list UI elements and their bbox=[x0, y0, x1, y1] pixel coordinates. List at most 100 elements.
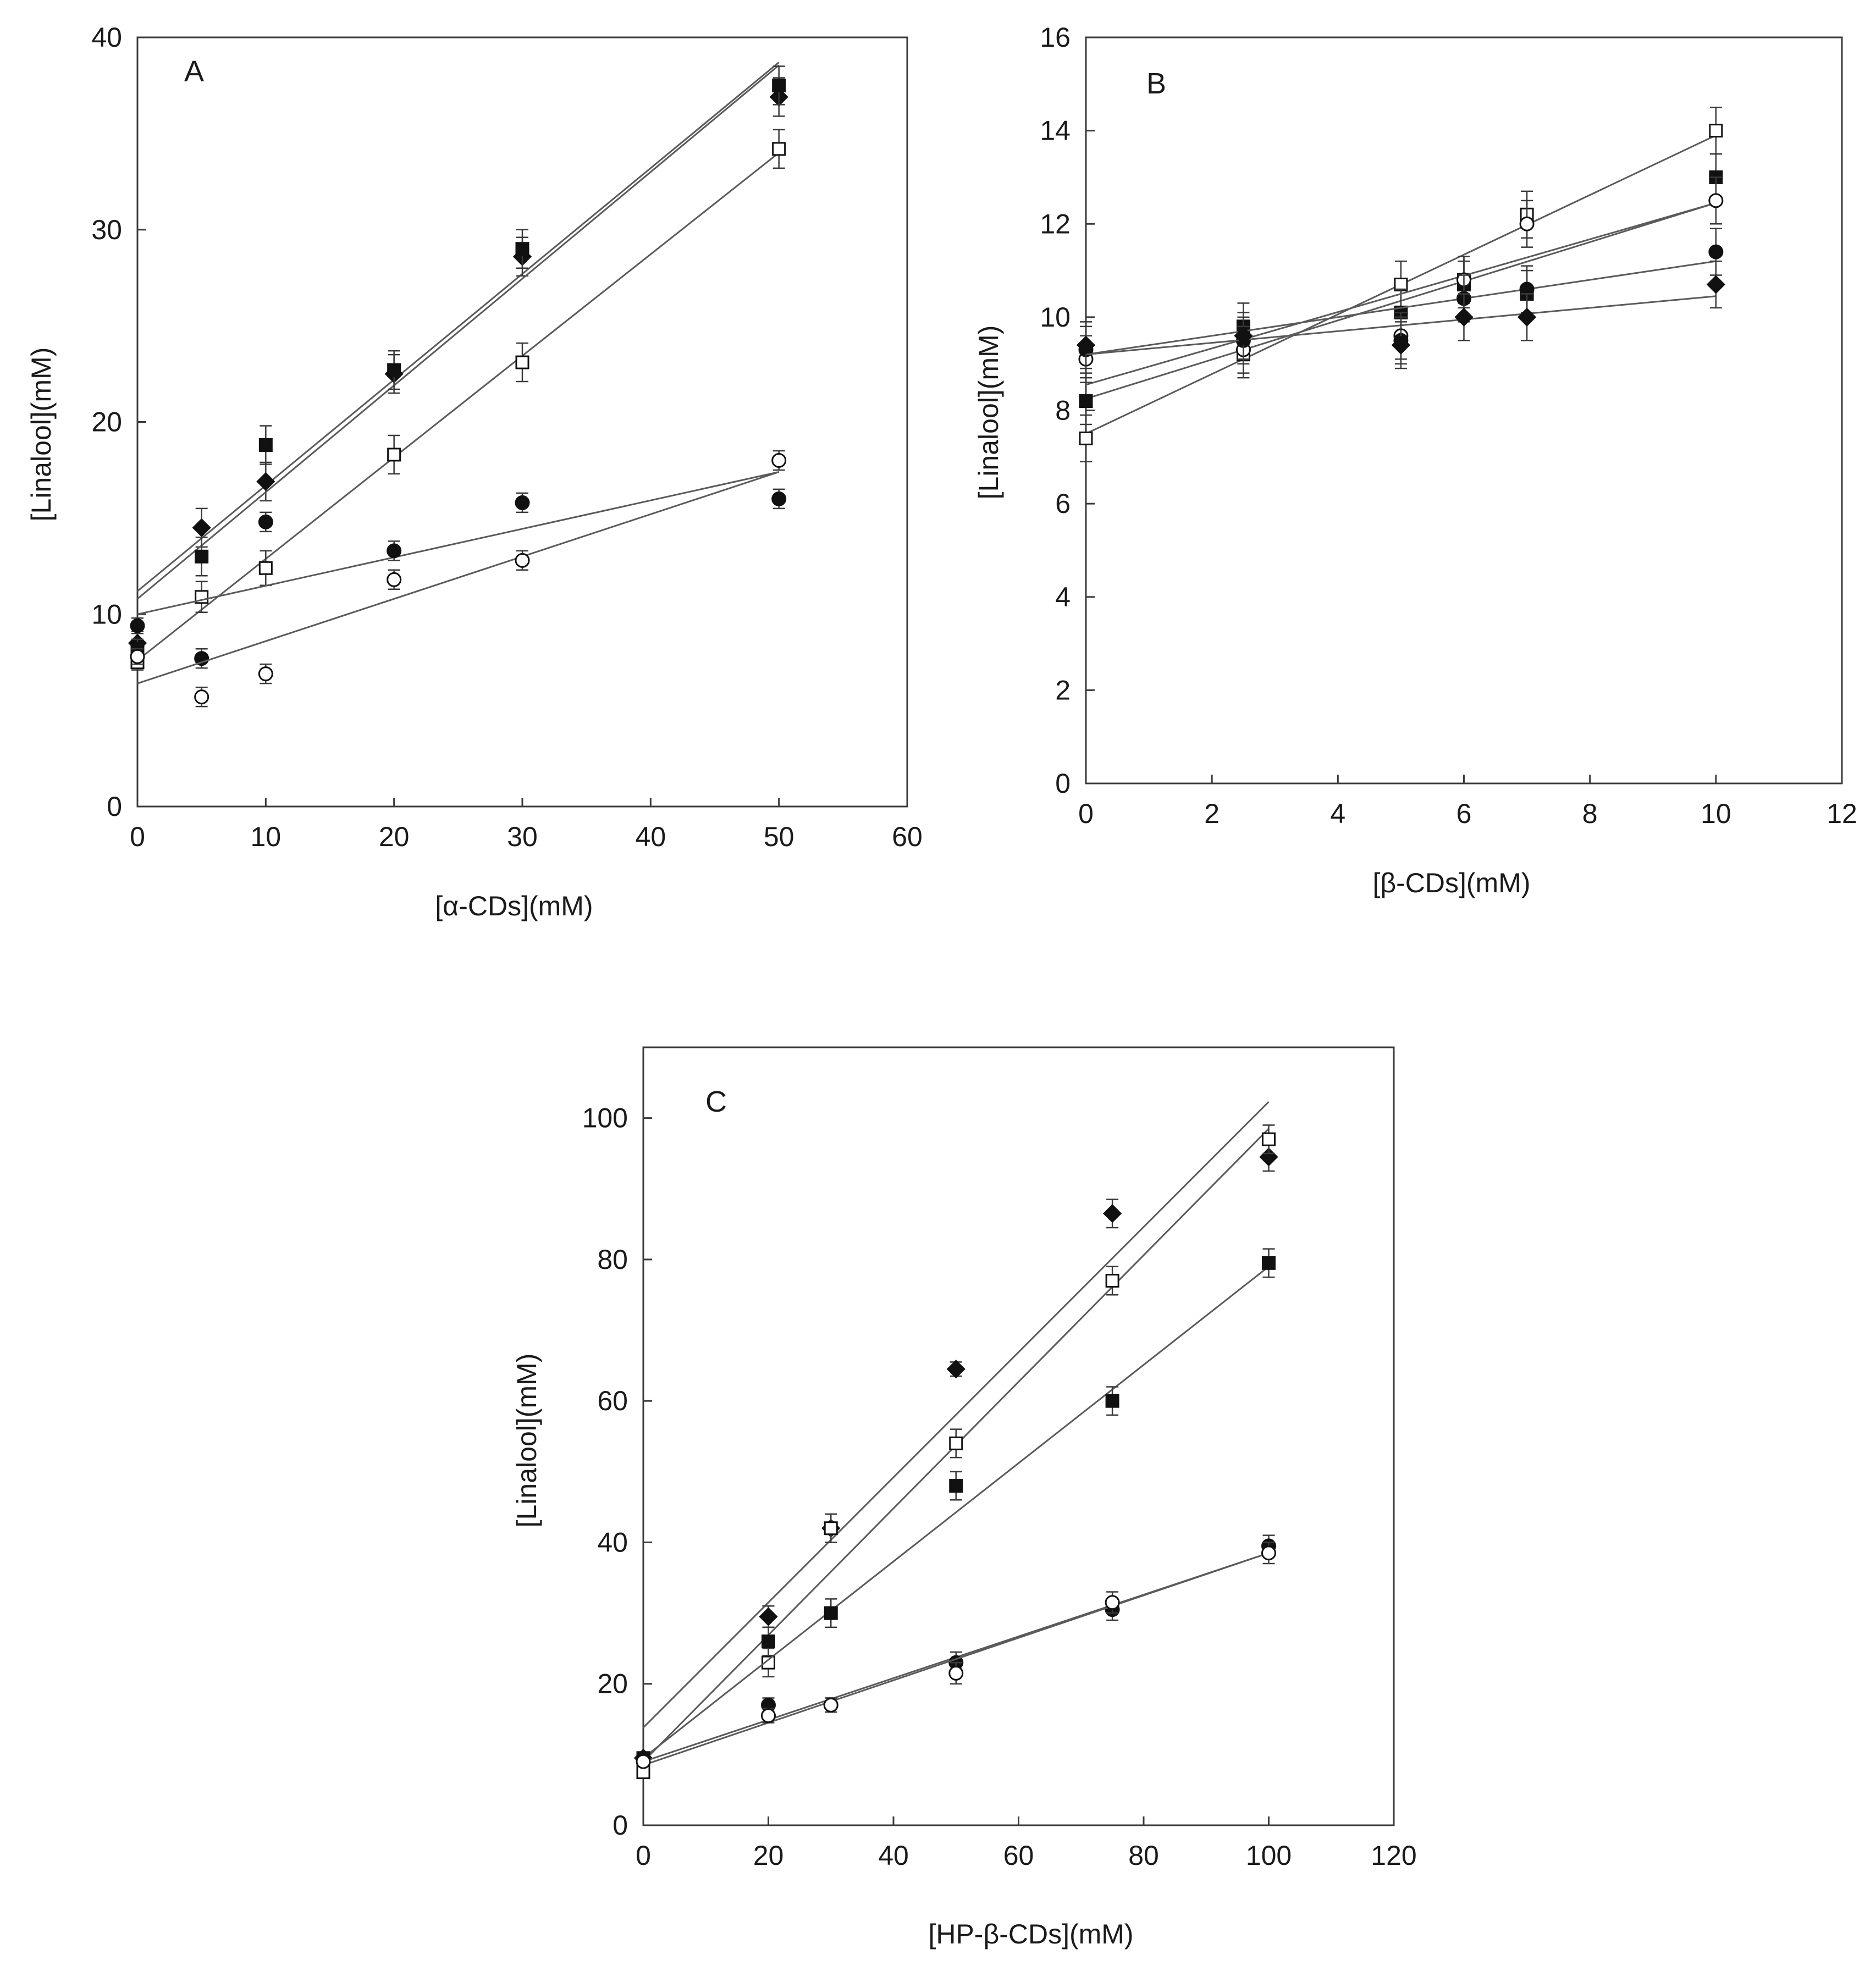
panel-c-y-axis-title: [Linalool](mM) bbox=[511, 1354, 542, 1528]
panel-c-series-open-square bbox=[636, 1124, 1276, 1780]
panel-c-fit-line-filled-square bbox=[643, 1266, 1270, 1759]
panel-c-data-point-filled-diamond bbox=[946, 1360, 965, 1379]
panel-a-data-point-open-square bbox=[387, 448, 401, 462]
panel-a-y-axis-title: [Linalool](mM) bbox=[26, 347, 57, 522]
panel-a-data-point-open-square bbox=[772, 142, 786, 156]
panel-a-data-point-filled-circle bbox=[258, 514, 273, 529]
panel-a-data-point-open-circle bbox=[771, 452, 787, 468]
panel-c-y-tick-label: 60 bbox=[597, 1385, 628, 1416]
panel-b-y-tick-label: 8 bbox=[1055, 395, 1071, 426]
panel-b-fit-line-open-circle bbox=[1085, 202, 1717, 386]
panel-c-fit-line-filled-diamond bbox=[642, 1101, 1270, 1728]
panel-c-y-tick-label: 100 bbox=[582, 1103, 628, 1134]
panel-b-data-point-filled-circle bbox=[1708, 244, 1724, 259]
chart-panel-b: B [β-CDs](mM) [Linalool](mM) 0 2 4 6 8 10 12 0 2… bbox=[973, 22, 1857, 898]
panel-c-x-axis-title: [HP-β-CDs](mM) bbox=[928, 1919, 1133, 1950]
panel-c-data-point-open-square bbox=[1262, 1132, 1276, 1146]
panel-c-data-point-open-circle bbox=[1105, 1595, 1120, 1610]
panel-a-data-point-filled-circle bbox=[387, 543, 402, 559]
panel-a-x-tick-label: 20 bbox=[379, 821, 410, 852]
panel-c-data-point-filled-diamond bbox=[1103, 1204, 1122, 1223]
panel-c-x-tick-label: 120 bbox=[1371, 1840, 1416, 1871]
panel-a-x-tick-label: 60 bbox=[892, 821, 923, 852]
panel-a-series-open-circle bbox=[130, 450, 787, 708]
panel-b-data-point-open-square bbox=[1709, 124, 1723, 138]
panel-a-data-point-filled-diamond bbox=[192, 518, 211, 537]
panel-a-data-point-open-square bbox=[258, 561, 273, 575]
panel-b-y-tick-label: 16 bbox=[1040, 22, 1071, 53]
panel-a-data-point-open-circle bbox=[130, 649, 145, 664]
panel-c-data-point-filled-diamond bbox=[759, 1607, 778, 1626]
panel-b-x-tick-label: 2 bbox=[1204, 798, 1220, 829]
panel-b-x-tick-label: 6 bbox=[1456, 798, 1472, 829]
panel-b-y-tick-label: 0 bbox=[1055, 768, 1071, 799]
panel-c-y-tick-label: 0 bbox=[613, 1810, 628, 1841]
panel-a-y-tick-label: 20 bbox=[91, 407, 122, 438]
panel-b-x-axis-title: [β-CDs](mM) bbox=[1372, 868, 1530, 898]
panel-a-data-point-filled-square bbox=[515, 242, 529, 256]
panel-c-x-tick-label: 80 bbox=[1128, 1840, 1159, 1871]
panel-c-x-tick-label: 100 bbox=[1246, 1840, 1292, 1871]
panel-a-data-point-filled-square bbox=[258, 438, 273, 452]
panel-a-data-point-filled-circle bbox=[771, 491, 787, 506]
panel-a-data-point-filled-diamond bbox=[256, 472, 275, 492]
panel-a-x-tick-label: 50 bbox=[764, 821, 794, 852]
panel-a-data-point-open-circle bbox=[515, 553, 530, 568]
panel-b-data-point-filled-diamond bbox=[1234, 326, 1253, 345]
panel-a-y-tick-label: 10 bbox=[91, 599, 122, 629]
panel-c-data-point-filled-square bbox=[762, 1634, 775, 1649]
chart-panel-a: A [α-CDs](mM) [Linalool](mM) 0 10 20 30 40 50… bbox=[26, 22, 923, 921]
panel-b-y-tick-label: 6 bbox=[1055, 488, 1071, 519]
panel-b-y-tick-label: 10 bbox=[1040, 302, 1071, 333]
chart-panel-c: C [HP-β-CDs](mM) [Linalool](mM) 0 20 40 60 8… bbox=[511, 1046, 1417, 1950]
panel-c-data-point-open-circle bbox=[1261, 1545, 1276, 1561]
panel-b-y-tick-label: 4 bbox=[1055, 582, 1071, 612]
panel-b-data-point-filled-diamond bbox=[1517, 307, 1537, 327]
panel-c-data-point-open-circle bbox=[948, 1665, 964, 1681]
panel-a-x-tick-label: 0 bbox=[130, 821, 145, 852]
panel-c-x-tick-label: 60 bbox=[1003, 1840, 1034, 1871]
panel-c-data-point-open-circle bbox=[636, 1754, 651, 1769]
panel-c-fit-line-open-circle bbox=[643, 1552, 1269, 1766]
panel-c-data-point-open-square bbox=[1105, 1274, 1119, 1288]
panel-a-data-point-open-circle bbox=[387, 572, 402, 587]
panel-a-series-filled-circle bbox=[130, 471, 787, 669]
panel-c-y-tick-label: 20 bbox=[597, 1669, 628, 1699]
panel-c-data-point-filled-square bbox=[949, 1479, 963, 1493]
panel-a-x-tick-label: 10 bbox=[251, 821, 282, 852]
panel-b-data-point-open-square bbox=[1079, 431, 1093, 445]
panel-b-data-point-open-circle bbox=[1519, 216, 1535, 231]
panel-b-data-point-filled-diamond bbox=[1454, 307, 1474, 327]
panel-b-y-tick-label: 14 bbox=[1040, 115, 1071, 146]
panel-c-data-point-filled-square bbox=[1105, 1394, 1119, 1408]
panel-a-data-point-filled-circle bbox=[130, 618, 145, 633]
panel-a-data-point-open-circle bbox=[194, 689, 209, 705]
panel-a-data-point-filled-square bbox=[387, 363, 401, 377]
panel-b-y-tick-label: 2 bbox=[1055, 675, 1071, 705]
panel-c-data-point-open-square bbox=[762, 1655, 775, 1670]
panel-c-data-point-open-circle bbox=[823, 1697, 838, 1713]
panel-b-data-point-open-circle bbox=[1708, 193, 1724, 208]
panel-b-data-point-filled-diamond bbox=[1076, 335, 1096, 355]
panel-a-x-axis-title: [α-CDs](mM) bbox=[435, 891, 593, 921]
panel-b-fit-line-filled-circle bbox=[1085, 260, 1717, 356]
panel-b-x-tick-label: 12 bbox=[1827, 798, 1857, 829]
panel-a-x-tick-label: 40 bbox=[636, 821, 666, 852]
panel-a-fit-line-filled-diamond bbox=[137, 62, 780, 592]
panel-b-series-filled-diamond bbox=[1076, 260, 1725, 369]
panel-b-data-point-filled-diamond bbox=[1706, 275, 1725, 294]
panel-c-data-point-open-square bbox=[949, 1436, 963, 1450]
panel-a-data-point-filled-square bbox=[195, 549, 209, 564]
panel-c-letter: C bbox=[705, 1085, 727, 1118]
panel-a-data-point-filled-circle bbox=[515, 495, 530, 510]
panel-c-data-point-filled-square bbox=[824, 1606, 838, 1620]
panel-a-x-tick-label: 30 bbox=[507, 821, 538, 852]
panel-b-x-tick-label: 8 bbox=[1582, 798, 1598, 829]
panel-b-x-tick-label: 4 bbox=[1330, 798, 1345, 829]
panel-b-letter: B bbox=[1146, 67, 1166, 100]
panel-a-fit-line-filled-circle bbox=[137, 471, 779, 615]
panel-a-fit-line-filled-square bbox=[137, 64, 780, 600]
panel-a-letter: A bbox=[184, 55, 204, 88]
